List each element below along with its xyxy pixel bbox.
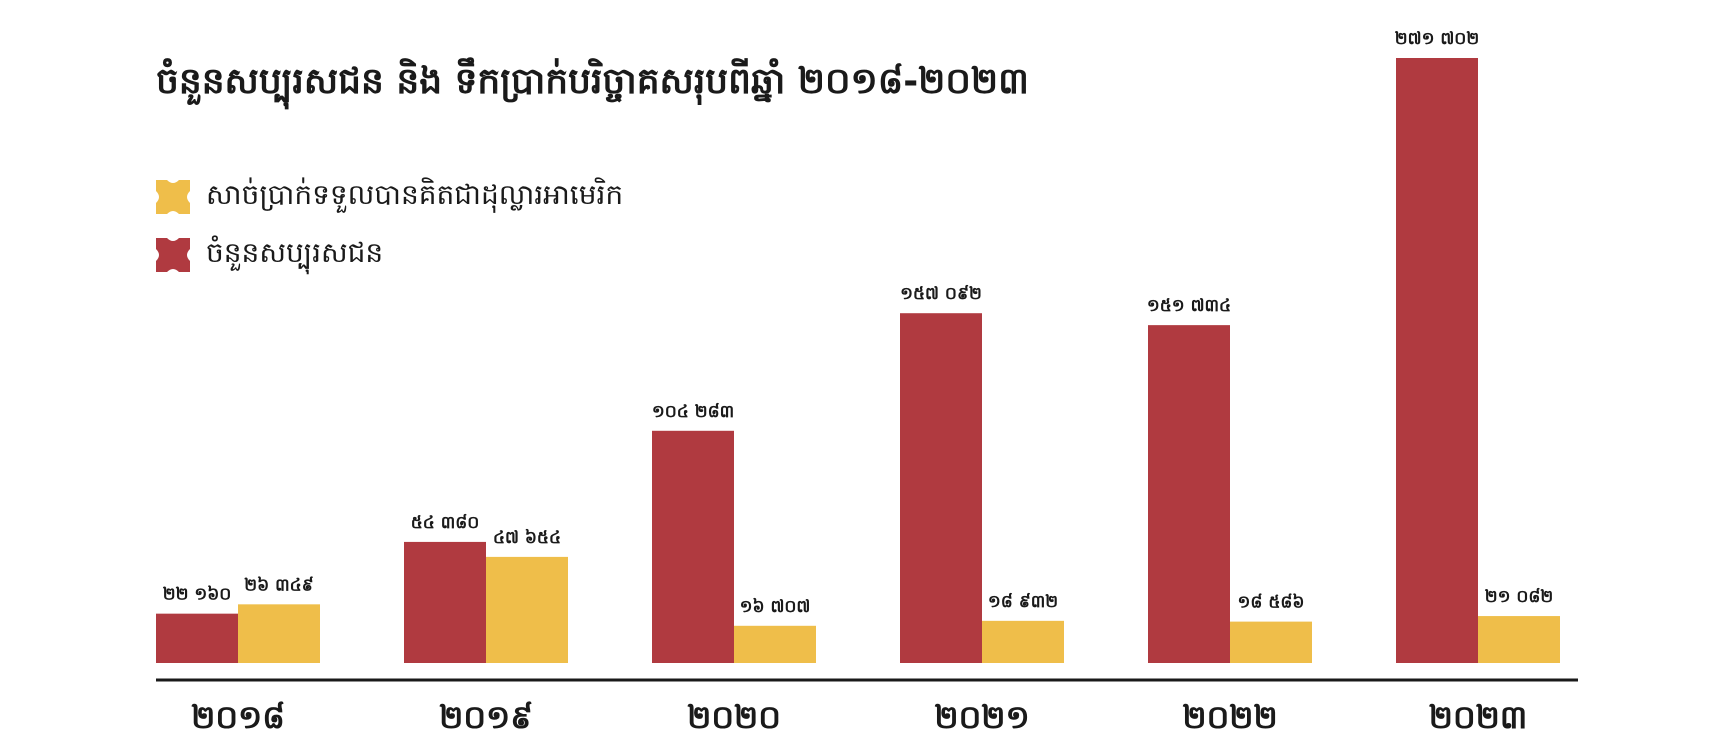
data-label: ២៧១ ៧០២: [1395, 29, 1479, 49]
data-label: ៥៤ ៣៨០: [411, 513, 480, 533]
bar-revenue: [1230, 621, 1312, 663]
bar-visitors: [1148, 325, 1230, 663]
bar-revenue: [238, 604, 320, 663]
legend-item-revenue: សាច់ប្រាក់ទទួលបានគិតជាដុល្លារអាមេរិក: [156, 177, 623, 217]
legend-item-visitors: ចំនួនសប្បុរសជន: [156, 235, 383, 275]
data-label: ១៦ ៧០៧: [740, 597, 811, 617]
data-label: ៤៧ ៦៥៤: [493, 528, 561, 548]
bar-revenue: [1478, 616, 1560, 663]
legend-label-revenue: សាច់ប្រាក់ទទួលបានគិតជាដុល្លារអាមេរិក: [206, 177, 624, 211]
bar-visitors: [1396, 58, 1478, 663]
cross-shape-icon: [156, 180, 190, 214]
data-label: ១៥១ ៧៣៤: [1147, 296, 1231, 316]
bar-revenue: [486, 556, 568, 663]
chart-title: ចំនួនសប្បុរសជន និង ទឹកប្រាក់បរិច្ចាគសរុប…: [156, 61, 1029, 102]
x-tick-label: ២០២០: [687, 698, 781, 736]
x-tick-label: ២០២២: [1182, 698, 1277, 736]
data-label: ១៨ ៥៨៦: [1238, 593, 1305, 613]
data-label: ១០៤ ២៨៣: [652, 402, 734, 422]
x-tick-label: ២០២១: [934, 698, 1029, 736]
bar-visitors: [156, 613, 238, 663]
data-label: ២២ ១៦០: [163, 585, 232, 605]
bar-visitors: [652, 430, 734, 663]
cross-shape-icon: [156, 238, 190, 272]
bar-visitors: [900, 313, 982, 663]
bar-revenue: [982, 620, 1064, 663]
data-label: ២៦ ៣៤៩: [244, 575, 313, 595]
legend-label-visitors: ចំនួនសប្បុរសជន: [206, 235, 384, 269]
bar-revenue: [734, 625, 816, 663]
x-tick-label: ២០២៣: [1429, 698, 1527, 736]
data-label: ១៨ ៩៣២: [988, 592, 1058, 612]
data-label: ១៥៧ ០៩២: [900, 284, 982, 304]
x-tick-label: ២០១៨: [191, 698, 285, 736]
data-label: ២១ ០៨២: [1485, 587, 1554, 607]
bar-visitors: [404, 541, 486, 663]
x-tick-label: ២០១៩: [439, 698, 533, 736]
